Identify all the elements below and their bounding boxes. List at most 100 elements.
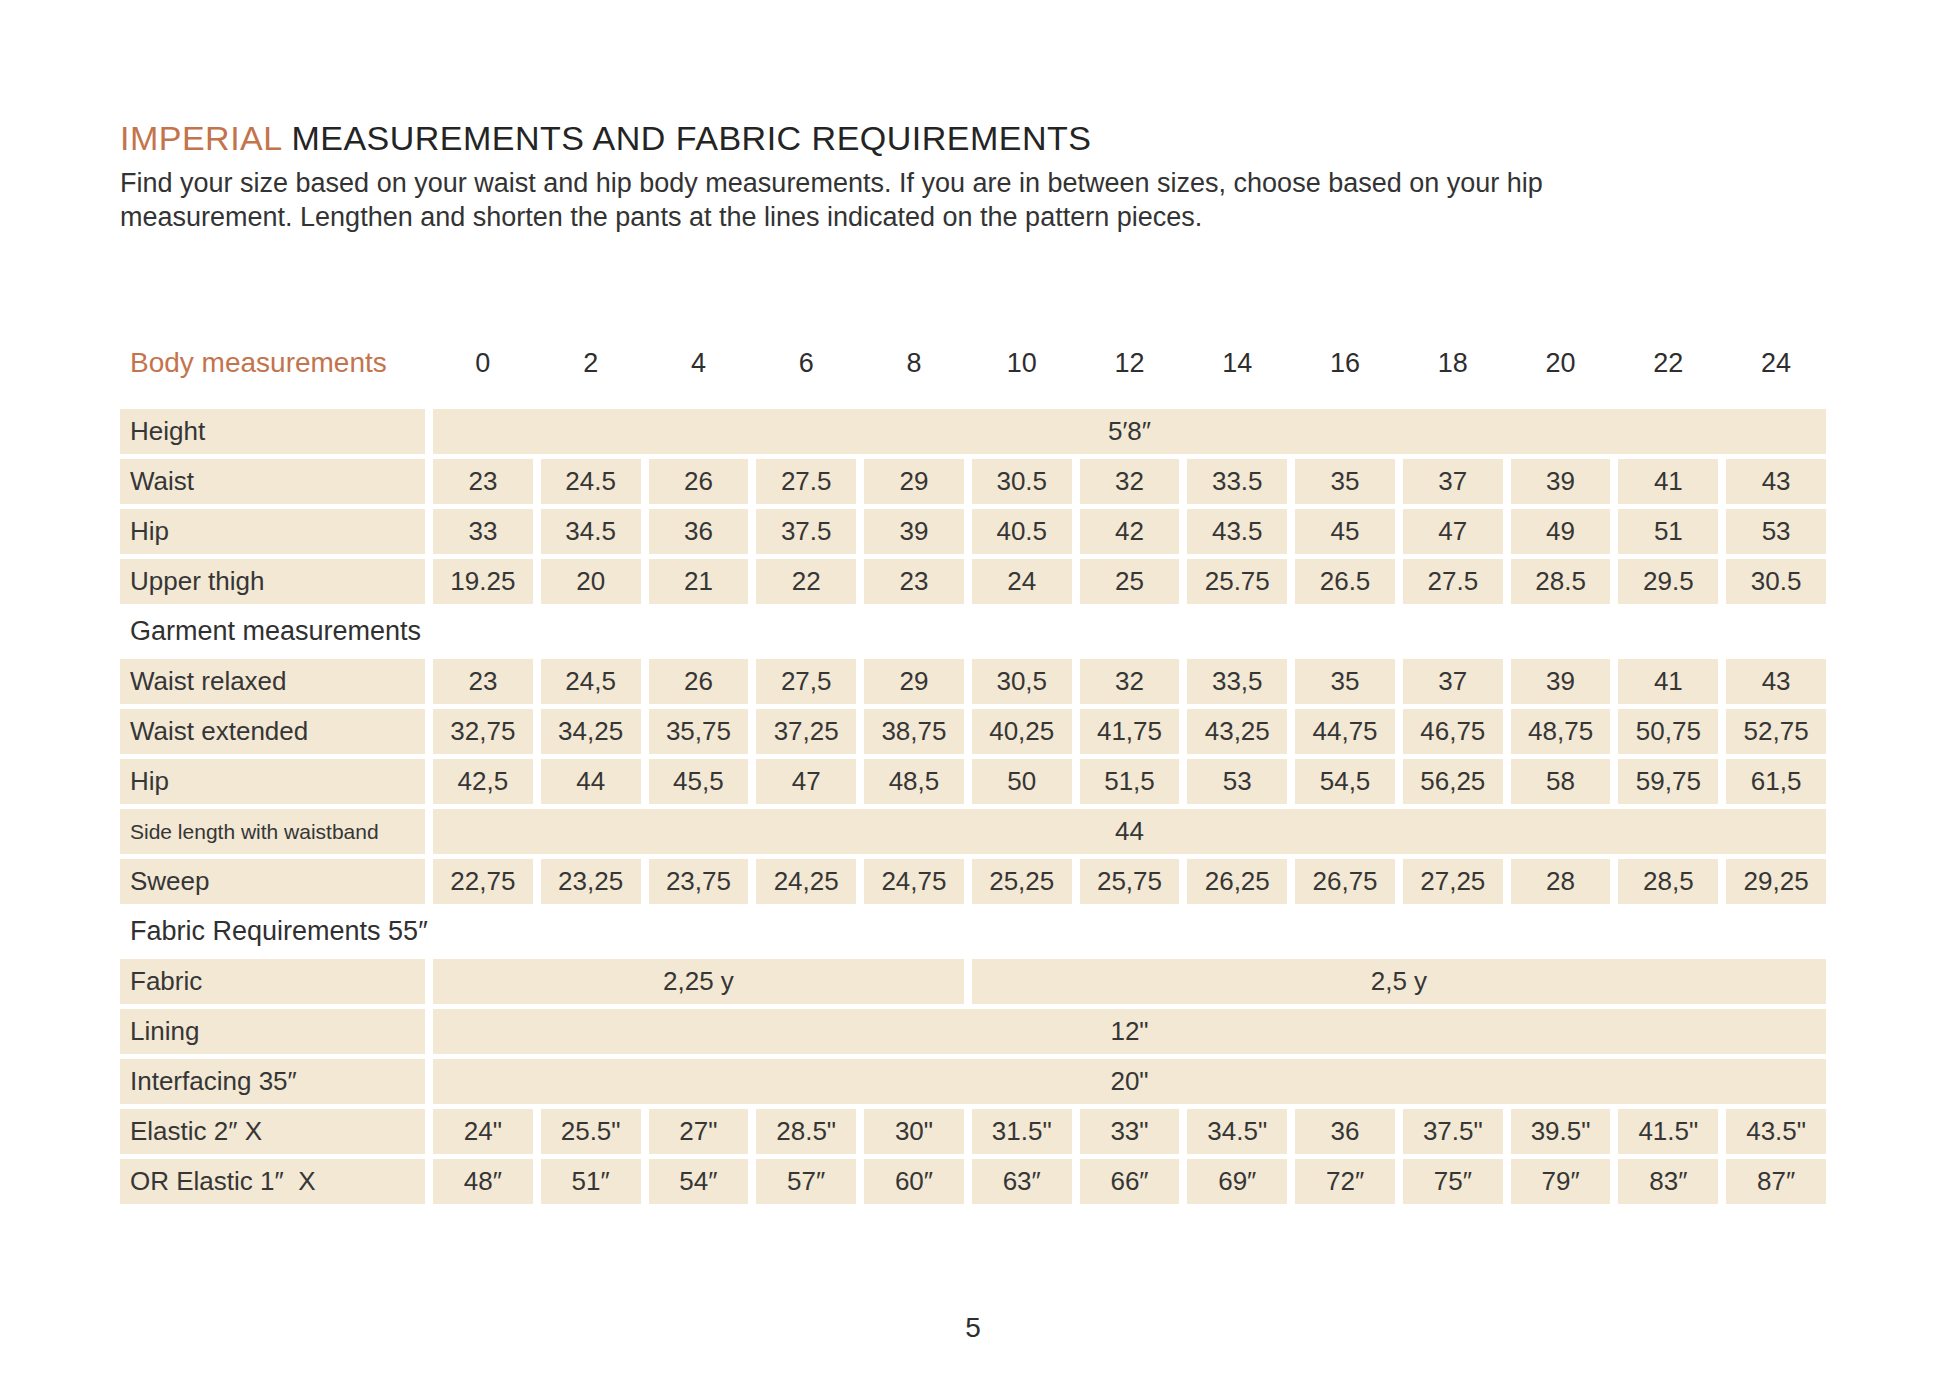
title-highlight: IMPERIAL (120, 119, 281, 157)
table-cell: 34,25 (541, 709, 641, 754)
table-cell: 19.25 (433, 559, 533, 604)
size-column-header: 0 (433, 341, 533, 385)
table-cell: 23,75 (649, 859, 749, 904)
size-column-header: 12 (1080, 341, 1180, 385)
table-cell: 25 (1080, 559, 1180, 604)
row-label: OR Elastic 1″ X (120, 1159, 425, 1204)
table-cell: 48″ (433, 1159, 533, 1204)
document-page: IMPERIAL MEASUREMENTS AND FABRIC REQUIRE… (0, 0, 1946, 1387)
table-cell: 61,5 (1726, 759, 1826, 804)
table-cell: 32 (1080, 459, 1180, 504)
intro-paragraph: Find your size based on your waist and h… (120, 166, 1946, 234)
table-column-header-row: Body measurements024681012141618202224 (120, 341, 1826, 385)
size-table: Body measurements024681012141618202224He… (120, 341, 1826, 1204)
table-cell: 41 (1618, 459, 1718, 504)
table-cell: 40,25 (972, 709, 1072, 754)
size-column-header: 8 (864, 341, 964, 385)
table-cell: 24,75 (864, 859, 964, 904)
table-cell: 46,75 (1403, 709, 1503, 754)
table-cell: 66″ (1080, 1159, 1180, 1204)
table-cell: 83″ (1618, 1159, 1718, 1204)
table-cell: 51″ (541, 1159, 641, 1204)
table-row: Sweep22,7523,2523,7524,2524,7525,2525,75… (120, 859, 1826, 904)
table-cell: 27" (649, 1109, 749, 1154)
table-cell: 23,25 (541, 859, 641, 904)
table-cell: 51 (1618, 509, 1718, 554)
table-row: Waist2324.52627.52930.53233.53537394143 (120, 459, 1826, 504)
table-cell: 12" (433, 1009, 1826, 1054)
table-cell: 32 (1080, 659, 1180, 704)
table-cell: 42,5 (433, 759, 533, 804)
table-cell: 39 (1511, 659, 1611, 704)
table-cell: 23 (433, 459, 533, 504)
table-cell: 29 (864, 459, 964, 504)
table-cell: 29.5 (1618, 559, 1718, 604)
size-column-header: 2 (541, 341, 641, 385)
table-cell: 26 (649, 459, 749, 504)
table-cell: 30" (864, 1109, 964, 1154)
table-cell: 35 (1295, 459, 1395, 504)
table-cell: 58 (1511, 759, 1611, 804)
table-cell: 30.5 (972, 459, 1072, 504)
table-cell: 35,75 (649, 709, 749, 754)
row-label: Hip (120, 759, 425, 804)
row-label: Interfacing 35″ (120, 1059, 425, 1104)
table-cell: 45 (1295, 509, 1395, 554)
table-cell: 5′8″ (433, 409, 1826, 454)
size-column-header: 10 (972, 341, 1072, 385)
table-row: Hip3334.53637.53940.54243.54547495153 (120, 509, 1826, 554)
table-cell: 75″ (1403, 1159, 1503, 1204)
table-cell: 53 (1726, 509, 1826, 554)
table-row: Interfacing 35″20" (120, 1059, 1826, 1104)
table-cell: 45,5 (649, 759, 749, 804)
table-cell: 37 (1403, 659, 1503, 704)
table-cell: 43,25 (1187, 709, 1287, 754)
table-cell: 44 (433, 809, 1826, 854)
table-row: Waist extended32,7534,2535,7537,2538,754… (120, 709, 1826, 754)
table-cell: 43.5" (1726, 1109, 1826, 1154)
table-cell: 24 (972, 559, 1072, 604)
table-cell: 29,25 (1726, 859, 1826, 904)
size-column-header: 18 (1403, 341, 1503, 385)
table-cell: 41 (1618, 659, 1718, 704)
table-cell: 23 (433, 659, 533, 704)
table-cell: 72″ (1295, 1159, 1395, 1204)
table-cell: 47 (756, 759, 856, 804)
table-cell: 24,25 (756, 859, 856, 904)
table-row: Elastic 2″ X24"25.5"27"28.5"30"31.5"33"3… (120, 1109, 1826, 1154)
table-cell: 25.75 (1187, 559, 1287, 604)
table-cell: 44,75 (1295, 709, 1395, 754)
table-cell: 24" (433, 1109, 533, 1154)
table-cell: 69″ (1187, 1159, 1287, 1204)
table-cell: 35 (1295, 659, 1395, 704)
table-cell: 41.5" (1618, 1109, 1718, 1154)
table-cell: 43 (1726, 459, 1826, 504)
table-cell: 50,75 (1618, 709, 1718, 754)
table-cell: 20" (433, 1059, 1826, 1104)
table-cell: 87″ (1726, 1159, 1826, 1204)
size-column-header: 6 (756, 341, 856, 385)
table-cell: 31.5" (972, 1109, 1072, 1154)
size-column-header: 24 (1726, 341, 1826, 385)
table-cell: 36 (1295, 1109, 1395, 1154)
table-cell: 37,25 (756, 709, 856, 754)
table-cell: 30.5 (1726, 559, 1826, 604)
table-cell: 27,5 (756, 659, 856, 704)
table-cell: 27.5 (1403, 559, 1503, 604)
table-cell: 26,75 (1295, 859, 1395, 904)
table-row: Waist relaxed2324,52627,52930,53233,5353… (120, 659, 1826, 704)
size-column-header: 20 (1511, 341, 1611, 385)
table-cell: 40.5 (972, 509, 1072, 554)
table-cell: 26,25 (1187, 859, 1287, 904)
table-cell: 56,25 (1403, 759, 1503, 804)
size-column-header: 4 (649, 341, 749, 385)
row-label: Sweep (120, 859, 425, 904)
table-cell: 37 (1403, 459, 1503, 504)
table-cell: 79″ (1511, 1159, 1611, 1204)
size-column-header: 22 (1618, 341, 1718, 385)
row-label: Waist extended (120, 709, 425, 754)
table-cell: 28,5 (1618, 859, 1718, 904)
table-row: Fabric2,25 y2,5 y (120, 959, 1826, 1004)
table-cell: 27,25 (1403, 859, 1503, 904)
row-label: Height (120, 409, 425, 454)
